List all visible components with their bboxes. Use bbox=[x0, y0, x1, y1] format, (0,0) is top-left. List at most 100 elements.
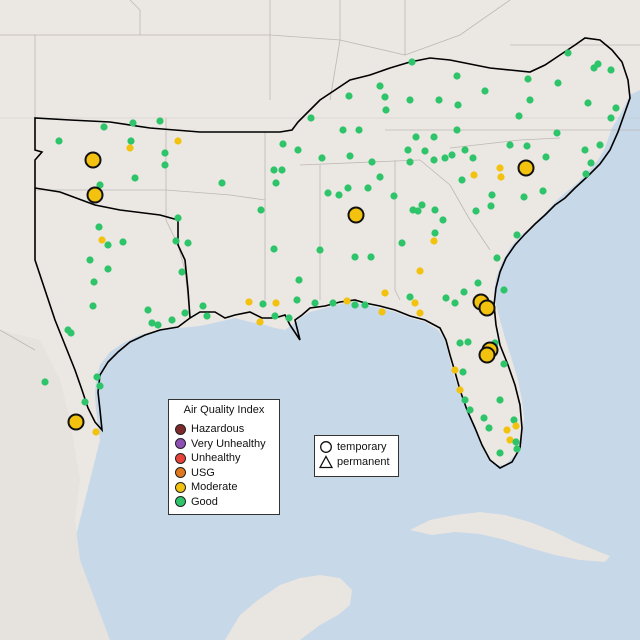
monitor-point[interactable] bbox=[466, 406, 474, 414]
monitor-point[interactable] bbox=[144, 306, 152, 314]
monitor-point[interactable] bbox=[329, 299, 337, 307]
monitor-point[interactable] bbox=[364, 184, 372, 192]
monitor-point[interactable] bbox=[278, 166, 286, 174]
monitor-point[interactable] bbox=[90, 278, 98, 286]
monitor-point[interactable] bbox=[497, 173, 505, 181]
monitor-point[interactable] bbox=[270, 245, 278, 253]
monitor-point[interactable] bbox=[181, 309, 189, 317]
monitor-point[interactable] bbox=[168, 316, 176, 324]
monitor-point[interactable] bbox=[539, 187, 547, 195]
monitor-point[interactable] bbox=[453, 72, 461, 80]
monitor-point[interactable] bbox=[346, 152, 354, 160]
monitor-point[interactable] bbox=[156, 117, 164, 125]
monitor-point[interactable] bbox=[430, 237, 438, 245]
monitor-point[interactable] bbox=[98, 236, 106, 244]
monitor-point[interactable] bbox=[271, 312, 279, 320]
monitor-point[interactable] bbox=[439, 216, 447, 224]
monitor-point[interactable] bbox=[409, 206, 417, 214]
monitor-point[interactable] bbox=[256, 318, 264, 326]
monitor-point[interactable] bbox=[390, 192, 398, 200]
monitor-point[interactable] bbox=[454, 101, 462, 109]
monitor-point[interactable] bbox=[408, 58, 416, 66]
monitor-point[interactable] bbox=[129, 119, 137, 127]
monitor-point[interactable] bbox=[416, 267, 424, 275]
monitor-point[interactable] bbox=[406, 293, 414, 301]
monitor-point[interactable] bbox=[506, 436, 514, 444]
monitor-point[interactable] bbox=[96, 382, 104, 390]
monitor-point[interactable] bbox=[435, 96, 443, 104]
monitor-point[interactable] bbox=[480, 414, 488, 422]
monitor-point[interactable] bbox=[542, 153, 550, 161]
monitor-point[interactable] bbox=[584, 99, 592, 107]
monitor-point[interactable] bbox=[344, 184, 352, 192]
monitor-point[interactable] bbox=[131, 174, 139, 182]
monitor-point[interactable] bbox=[178, 268, 186, 276]
monitor-point[interactable] bbox=[376, 82, 384, 90]
monitor-point[interactable] bbox=[441, 154, 449, 162]
monitor-point[interactable] bbox=[351, 253, 359, 261]
monitor-point[interactable] bbox=[86, 256, 94, 264]
temporary-monitor[interactable] bbox=[67, 413, 85, 431]
monitor-point[interactable] bbox=[524, 75, 532, 83]
monitor-point[interactable] bbox=[89, 302, 97, 310]
monitor-point[interactable] bbox=[496, 164, 504, 172]
monitor-point[interactable] bbox=[381, 289, 389, 297]
monitor-point[interactable] bbox=[355, 126, 363, 134]
monitor-point[interactable] bbox=[95, 223, 103, 231]
monitor-point[interactable] bbox=[416, 309, 424, 317]
monitor-point[interactable] bbox=[81, 398, 89, 406]
monitor-point[interactable] bbox=[453, 126, 461, 134]
monitor-point[interactable] bbox=[421, 147, 429, 155]
monitor-point[interactable] bbox=[459, 368, 467, 376]
monitor-point[interactable] bbox=[199, 302, 207, 310]
monitor-point[interactable] bbox=[398, 239, 406, 247]
monitor-point[interactable] bbox=[430, 133, 438, 141]
monitor-point[interactable] bbox=[92, 428, 100, 436]
monitor-point[interactable] bbox=[411, 299, 419, 307]
monitor-point[interactable] bbox=[412, 133, 420, 141]
monitor-point[interactable] bbox=[474, 279, 482, 287]
monitor-point[interactable] bbox=[316, 246, 324, 254]
monitor-point[interactable] bbox=[174, 137, 182, 145]
monitor-point[interactable] bbox=[451, 299, 459, 307]
monitor-point[interactable] bbox=[307, 114, 315, 122]
monitor-point[interactable] bbox=[513, 231, 521, 239]
monitor-point[interactable] bbox=[553, 129, 561, 137]
monitor-point[interactable] bbox=[104, 241, 112, 249]
monitor-point[interactable] bbox=[512, 438, 520, 446]
monitor-point[interactable] bbox=[496, 449, 504, 457]
temporary-monitor[interactable] bbox=[478, 299, 496, 317]
monitor-point[interactable] bbox=[404, 146, 412, 154]
monitor-point[interactable] bbox=[582, 170, 590, 178]
monitor-point[interactable] bbox=[382, 106, 390, 114]
monitor-point[interactable] bbox=[458, 176, 466, 184]
monitor-point[interactable] bbox=[203, 312, 211, 320]
monitor-point[interactable] bbox=[311, 299, 319, 307]
monitor-point[interactable] bbox=[523, 142, 531, 150]
monitor-point[interactable] bbox=[279, 140, 287, 148]
monitor-point[interactable] bbox=[493, 254, 501, 262]
monitor-point[interactable] bbox=[472, 207, 480, 215]
monitor-point[interactable] bbox=[368, 158, 376, 166]
monitor-point[interactable] bbox=[481, 87, 489, 95]
monitor-point[interactable] bbox=[161, 161, 169, 169]
monitor-point[interactable] bbox=[119, 238, 127, 246]
monitor-point[interactable] bbox=[612, 104, 620, 112]
monitor-point[interactable] bbox=[154, 321, 162, 329]
monitor-point[interactable] bbox=[367, 253, 375, 261]
monitor-point[interactable] bbox=[96, 181, 104, 189]
temporary-monitor[interactable] bbox=[84, 151, 102, 169]
temporary-monitor[interactable] bbox=[86, 186, 104, 204]
monitor-point[interactable] bbox=[607, 114, 615, 122]
monitor-point[interactable] bbox=[345, 92, 353, 100]
monitor-point[interactable] bbox=[318, 154, 326, 162]
monitor-point[interactable] bbox=[295, 276, 303, 284]
monitor-point[interactable] bbox=[456, 339, 464, 347]
monitor-point[interactable] bbox=[148, 319, 156, 327]
monitor-point[interactable] bbox=[335, 191, 343, 199]
monitor-point[interactable] bbox=[506, 141, 514, 149]
monitor-point[interactable] bbox=[500, 286, 508, 294]
monitor-point[interactable] bbox=[361, 301, 369, 309]
monitor-point[interactable] bbox=[460, 288, 468, 296]
